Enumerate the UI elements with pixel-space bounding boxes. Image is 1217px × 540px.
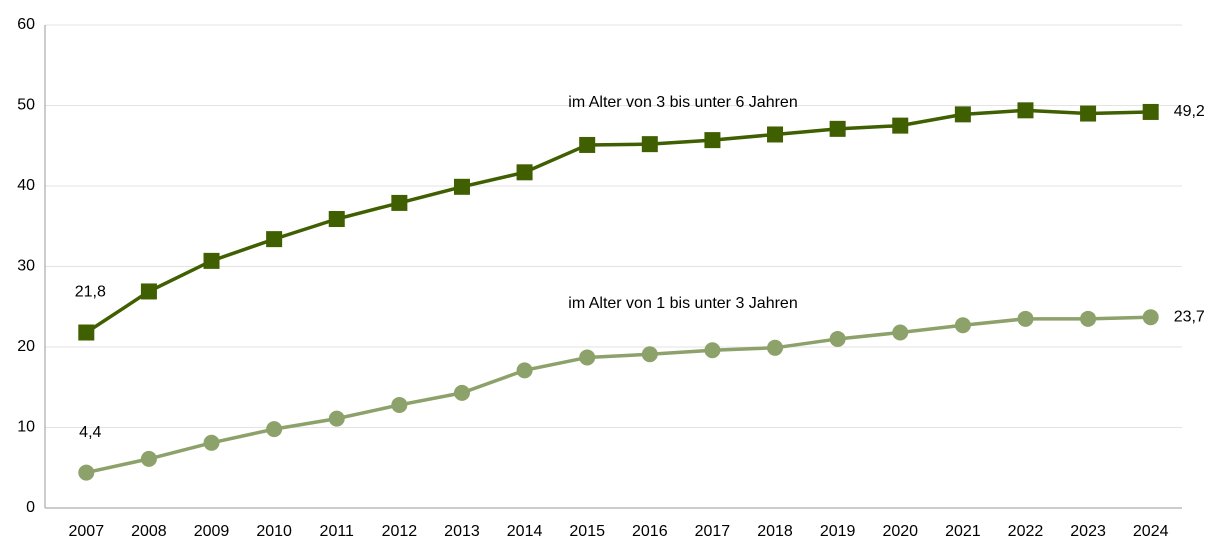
marker [140, 450, 157, 467]
marker [641, 136, 658, 153]
marker [704, 132, 721, 149]
marker [579, 136, 596, 153]
marker [1017, 310, 1034, 327]
y-tick-label: 60 [17, 16, 35, 33]
marker [516, 164, 533, 181]
x-tick-label: 2020 [882, 523, 918, 540]
marker [704, 342, 721, 359]
series-label: im Alter von 3 bis unter 6 Jahren [568, 94, 797, 111]
x-tick-label: 2015 [569, 523, 605, 540]
marker [391, 194, 408, 211]
y-tick-label: 10 [17, 419, 35, 436]
x-tick-label: 2009 [194, 523, 230, 540]
marker [892, 117, 909, 134]
x-tick-label: 2010 [256, 523, 292, 540]
value-label: 21,8 [75, 284, 106, 301]
x-tick-label: 2011 [320, 523, 355, 540]
x-tick-label: 2023 [1070, 523, 1106, 540]
marker [954, 106, 971, 123]
marker [767, 339, 784, 356]
x-tick-label: 2024 [1133, 523, 1169, 540]
marker [954, 317, 971, 334]
marker [140, 283, 157, 300]
y-tick-label: 40 [17, 177, 35, 194]
marker [328, 211, 345, 228]
marker [453, 384, 470, 401]
marker [1142, 103, 1159, 120]
x-tick-label: 2008 [131, 523, 167, 540]
marker [892, 324, 909, 341]
series-label: im Alter von 1 bis unter 3 Jahren [568, 295, 797, 312]
x-tick-label: 2007 [69, 523, 105, 540]
marker [391, 396, 408, 413]
series-line [85, 315, 1151, 475]
x-tick-label: 2014 [507, 523, 543, 540]
marker [829, 120, 846, 137]
y-tick-label: 0 [26, 499, 35, 516]
marker [1080, 105, 1097, 122]
marker [266, 231, 283, 248]
x-tick-label: 2022 [1008, 523, 1044, 540]
x-tick-label: 2013 [444, 523, 480, 540]
x-tick-label: 2016 [632, 523, 668, 540]
value-label: 23,7 [1174, 308, 1205, 325]
series-line [85, 108, 1151, 334]
marker [203, 434, 220, 451]
marker [516, 362, 533, 379]
y-tick-label: 30 [17, 258, 35, 275]
marker [328, 410, 345, 427]
marker [78, 324, 95, 341]
marker [453, 178, 470, 195]
x-tick-label: 2019 [820, 523, 856, 540]
marker [78, 464, 95, 481]
x-tick-label: 2017 [695, 523, 731, 540]
marker [1142, 309, 1159, 326]
marker [829, 330, 846, 347]
value-label: 4,4 [79, 424, 101, 441]
x-tick-label: 2012 [382, 523, 418, 540]
marker [767, 126, 784, 143]
marker [579, 349, 596, 366]
y-tick-label: 50 [17, 97, 35, 114]
marker [641, 346, 658, 363]
marker [266, 421, 283, 438]
marker [1080, 310, 1097, 327]
value-label: 49,2 [1174, 103, 1205, 120]
marker [1017, 102, 1034, 119]
x-tick-label: 2021 [945, 523, 981, 540]
marker [203, 252, 220, 269]
y-tick-label: 20 [17, 338, 35, 355]
x-tick-label: 2018 [757, 523, 793, 540]
